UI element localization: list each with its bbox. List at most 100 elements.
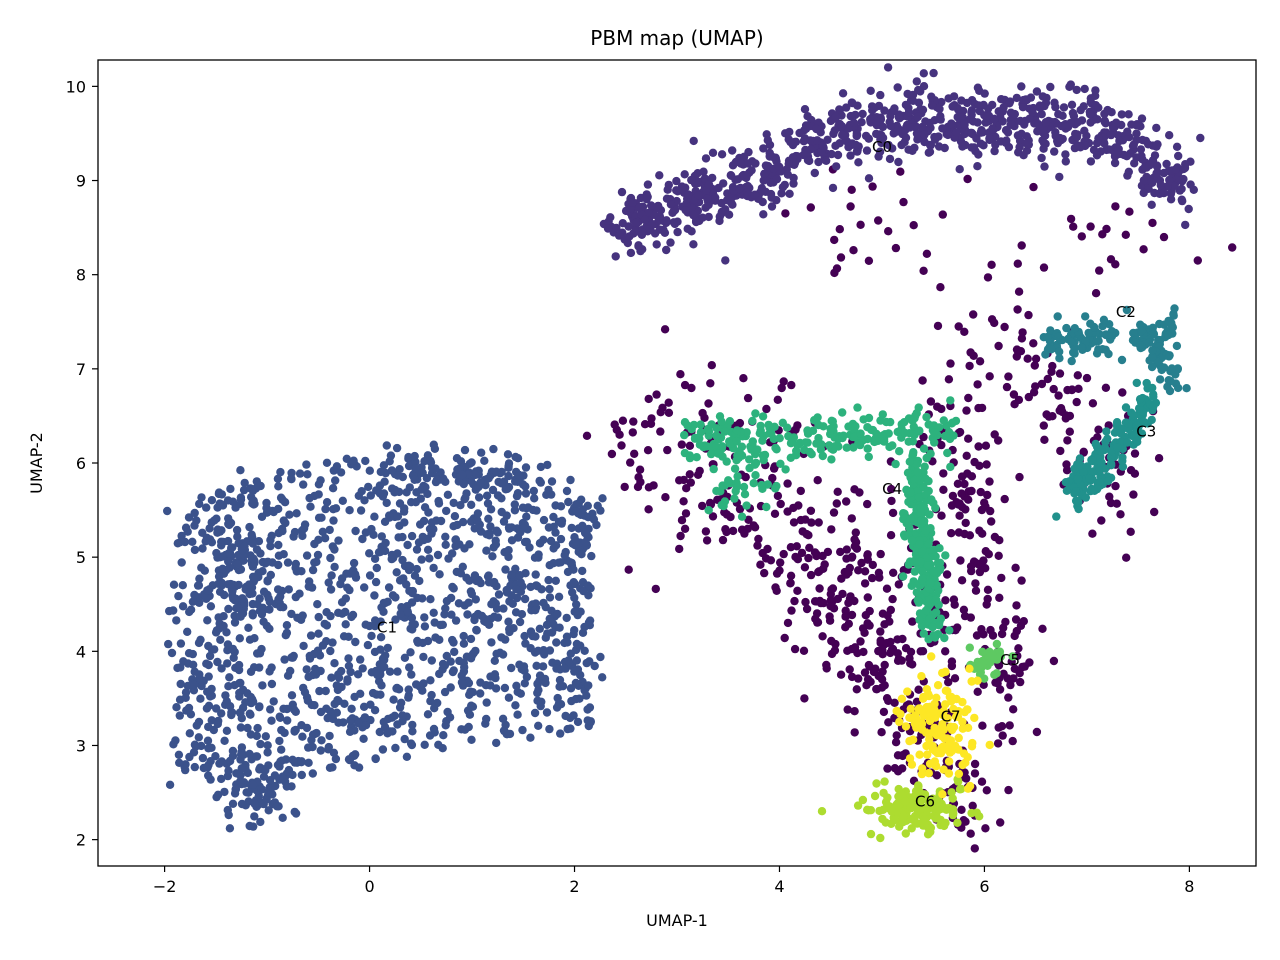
scatter-point [223, 659, 232, 668]
scatter-point [926, 449, 935, 458]
scatter-point [256, 739, 265, 749]
scatter-point [420, 503, 430, 512]
scatter-point [1156, 181, 1166, 190]
scatter-point [1055, 347, 1064, 356]
scatter-point [847, 514, 856, 523]
scatter-point [504, 552, 513, 562]
scatter-point [1129, 410, 1138, 420]
scatter-point [728, 146, 737, 155]
scatter-point [192, 721, 201, 730]
scatter-point [884, 718, 893, 727]
scatter-point [939, 485, 948, 494]
scatter-point [1047, 345, 1056, 354]
scatter-point [784, 431, 793, 441]
scatter-point [175, 695, 185, 704]
scatter-point [816, 445, 826, 454]
scatter-point [660, 228, 670, 237]
scatter-point [302, 723, 312, 733]
scatter-point [869, 667, 879, 677]
scatter-point [522, 512, 531, 521]
cluster-label: C5 [1000, 651, 1020, 669]
scatter-point [750, 190, 759, 199]
scatter-point [862, 681, 871, 690]
scatter-point [915, 804, 925, 814]
scatter-point [919, 69, 928, 78]
scatter-point [175, 711, 184, 720]
scatter-point [966, 348, 975, 357]
scatter-point [1148, 402, 1158, 412]
scatter-point [978, 647, 987, 656]
scatter-point [1014, 644, 1023, 653]
scatter-point [1031, 354, 1041, 363]
scatter-point [960, 479, 969, 489]
scatter-point [1015, 142, 1024, 152]
x-tick-label: −2 [153, 877, 177, 896]
scatter-point [861, 131, 871, 141]
scatter-point [966, 613, 975, 622]
scatter-point [504, 693, 514, 702]
scatter-point [1101, 119, 1110, 128]
scatter-point [1124, 110, 1133, 119]
scatter-point [290, 527, 300, 537]
scatter-point [492, 582, 501, 591]
scatter-point [920, 130, 929, 139]
scatter-point [1150, 507, 1159, 517]
scatter-point [197, 493, 206, 502]
scatter-point [918, 376, 927, 385]
scatter-point [258, 681, 267, 690]
scatter-point [376, 467, 385, 477]
scatter-point [717, 417, 726, 426]
scatter-point [826, 424, 835, 433]
scatter-point [426, 676, 435, 685]
scatter-point [539, 598, 548, 608]
scatter-point [190, 680, 199, 690]
scatter-point [1063, 436, 1072, 445]
scatter-point [476, 478, 485, 487]
scatter-point [714, 183, 723, 193]
scatter-point [681, 509, 691, 518]
scatter-point [408, 720, 417, 730]
scatter-point [464, 678, 474, 688]
scatter-point [390, 488, 399, 497]
scatter-point [395, 576, 405, 585]
scatter-point [361, 456, 370, 466]
scatter-point [304, 758, 313, 767]
scatter-point [380, 546, 390, 556]
scatter-point [370, 622, 380, 631]
scatter-point [450, 512, 460, 521]
scatter-point [1132, 129, 1141, 138]
scatter-point [1074, 384, 1083, 393]
y-tick-label: 2 [76, 831, 86, 850]
scatter-point [1005, 99, 1014, 108]
cluster-label: C0 [872, 138, 892, 156]
scatter-point [1165, 175, 1174, 185]
scatter-point [741, 472, 750, 482]
scatter-point [310, 701, 319, 710]
scatter-point [356, 689, 365, 698]
scatter-point [1080, 84, 1089, 94]
scatter-point [1022, 139, 1031, 148]
scatter-point [562, 632, 572, 641]
scatter-point [492, 604, 502, 613]
scatter-point [198, 753, 208, 763]
scatter-point [225, 673, 234, 682]
scatter-point [864, 806, 873, 815]
scatter-point [562, 486, 572, 496]
scatter-point [202, 659, 211, 668]
scatter-point [986, 625, 995, 635]
scatter-point [560, 664, 569, 673]
scatter-point [493, 528, 502, 537]
scatter-point [912, 129, 922, 138]
scatter-point [393, 720, 402, 729]
scatter-point [1055, 133, 1065, 143]
scatter-point [944, 757, 954, 766]
scatter-point [766, 556, 776, 565]
scatter-point [689, 210, 698, 220]
scatter-point [652, 390, 661, 399]
scatter-point [427, 529, 436, 538]
scatter-point [966, 562, 976, 571]
scatter-point [995, 536, 1004, 545]
scatter-point [511, 564, 520, 573]
scatter-point [1157, 365, 1166, 375]
scatter-point [285, 510, 294, 519]
